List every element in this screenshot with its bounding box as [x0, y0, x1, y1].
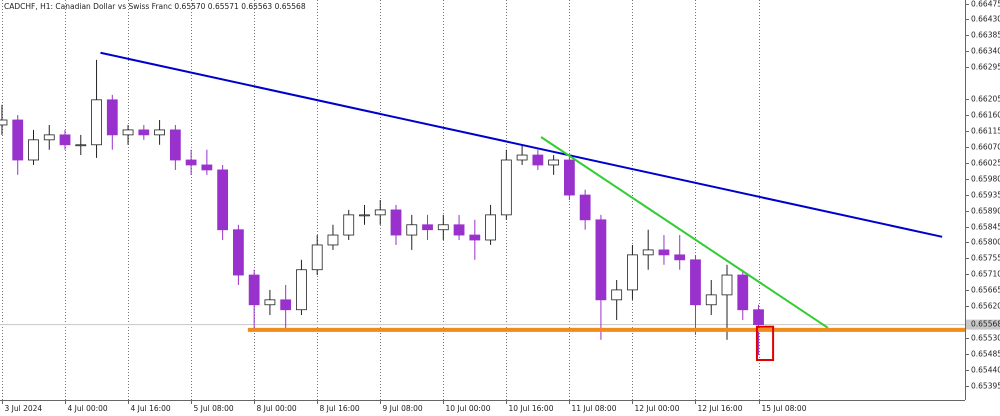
- x-tick-label: 9 Jul 08:00: [383, 404, 423, 413]
- y-tick-label: 0.65845: [971, 223, 1000, 232]
- candle-body: [169, 129, 181, 161]
- candle-body: [91, 99, 102, 146]
- y-tick-label: 0.65755: [971, 254, 1000, 263]
- candle-body: [500, 159, 512, 216]
- candle-body: [595, 219, 607, 301]
- candle-body: [406, 224, 418, 236]
- candle-body: [232, 229, 244, 276]
- candle-body: [75, 144, 87, 147]
- x-tick-label: 8 Jul 16:00: [320, 404, 360, 413]
- y-tick-label: 0.66025: [971, 159, 1000, 168]
- trend-line: [100, 51, 943, 238]
- highlight-box: [755, 325, 775, 362]
- candle-body: [579, 194, 591, 221]
- x-tick-label: 10 Jul 16:00: [509, 404, 554, 413]
- candle-body: [59, 134, 71, 146]
- y-tick-label: 0.65395: [971, 382, 1000, 391]
- candle-body: [705, 294, 717, 306]
- price-label: 0.65568: [971, 320, 1000, 329]
- y-tick-label: 0.66160: [971, 111, 1000, 120]
- candle-body: [280, 299, 292, 311]
- x-tick-label: 15 Jul 08:00: [762, 404, 807, 413]
- y-tick-label: 0.65800: [971, 238, 1000, 247]
- candle-body: [264, 299, 276, 306]
- trend-line: [540, 136, 829, 329]
- y-tick-label: 0.66295: [971, 63, 1000, 72]
- y-tick-label: 0.65530: [971, 334, 1000, 343]
- candle-body: [138, 129, 150, 136]
- candle-body: [548, 159, 560, 166]
- y-tick-label: 0.65665: [971, 286, 1000, 295]
- candle-body: [122, 129, 134, 136]
- candle-body: [437, 224, 449, 231]
- candle-body: [374, 209, 386, 216]
- y-tick-label: 0.65980: [971, 175, 1000, 184]
- candle-body: [422, 224, 433, 231]
- y-tick-label: 0.66070: [971, 143, 1000, 152]
- y-tick-label: 0.66475: [971, 0, 1000, 9]
- candle-body: [311, 244, 323, 271]
- y-tick-label: 0.66430: [971, 15, 1000, 24]
- candle-body: [185, 159, 197, 166]
- candle-body: [359, 214, 370, 217]
- candle-body: [453, 224, 465, 236]
- candle-body: [753, 309, 764, 326]
- y-tick-label: 0.65890: [971, 207, 1000, 216]
- candle-body: [343, 214, 355, 236]
- candle-body: [43, 134, 55, 141]
- candle-body: [217, 169, 229, 231]
- candle-body: [248, 274, 260, 306]
- price-label-box: [966, 319, 1000, 330]
- candle-body: [627, 254, 638, 291]
- candle-body: [516, 154, 528, 161]
- candle-body: [327, 234, 339, 246]
- y-tick-label: 0.66340: [971, 47, 1000, 56]
- candle-body: [674, 254, 686, 261]
- y-tick-label: 0.65935: [971, 191, 1000, 200]
- candle-body: [611, 289, 623, 301]
- y-tick-label: 0.65620: [971, 302, 1000, 311]
- candle-body: [469, 234, 481, 241]
- candle-body: [532, 154, 544, 166]
- x-tick-label: 11 Jul 08:00: [572, 404, 617, 413]
- x-tick-label: 8 Jul 00:00: [257, 404, 297, 413]
- candle-body: [563, 159, 575, 196]
- candle-body: [390, 209, 402, 236]
- candle-body: [106, 99, 118, 136]
- candle-body: [296, 269, 307, 311]
- candle-body: [0, 119, 8, 126]
- y-tick-label: 0.65440: [971, 366, 1000, 375]
- candle-body: [721, 274, 733, 296]
- chart-title: CADCHF, H1: Canadian Dollar vs Swiss Fra…: [4, 2, 306, 11]
- y-tick-label: 0.66205: [971, 95, 1000, 104]
- y-tick-label: 0.65710: [971, 270, 1000, 279]
- candle-body: [737, 274, 749, 311]
- candle-body: [12, 119, 24, 161]
- x-tick-label: 3 Jul 2024: [5, 404, 43, 413]
- candle-body: [642, 249, 654, 256]
- x-tick-label: 5 Jul 08:00: [194, 404, 234, 413]
- x-tick-label: 4 Jul 16:00: [131, 404, 171, 413]
- candle-body: [154, 129, 165, 136]
- y-tick-label: 0.66385: [971, 31, 1000, 40]
- candle-body: [201, 164, 213, 171]
- candle-body: [28, 139, 39, 161]
- y-tick-label: 0.65485: [971, 350, 1000, 359]
- x-tick-label: 12 Jul 16:00: [698, 404, 743, 413]
- x-tick-label: 12 Jul 00:00: [635, 404, 680, 413]
- candle-body: [658, 249, 670, 256]
- x-tick-label: 4 Jul 00:00: [68, 404, 108, 413]
- x-tick-label: 10 Jul 00:00: [446, 404, 491, 413]
- y-tick-label: 0.66115: [971, 127, 1000, 136]
- candle-body: [690, 259, 701, 306]
- candle-body: [485, 214, 496, 241]
